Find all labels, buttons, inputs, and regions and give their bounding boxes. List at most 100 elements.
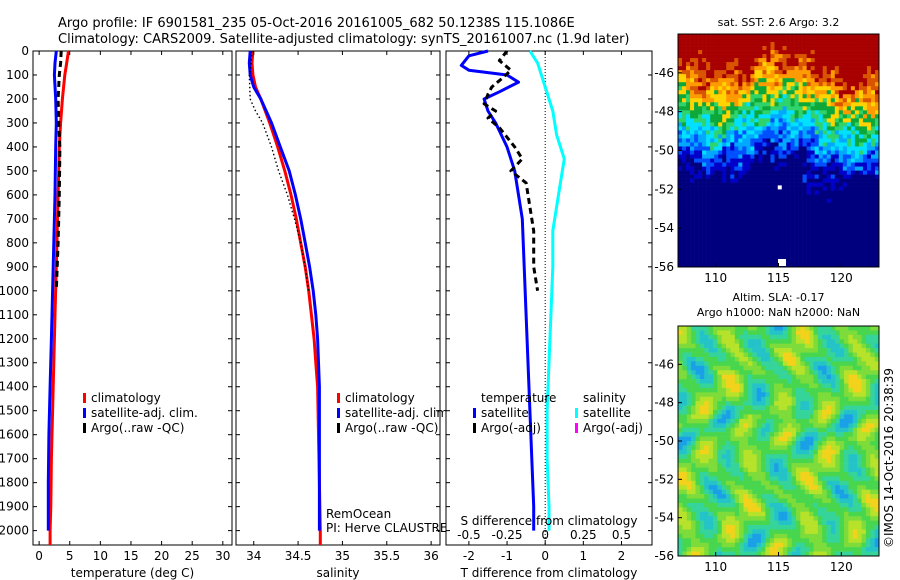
sst-cell [678, 90, 683, 95]
sst-cell [746, 230, 751, 236]
sla-cell [682, 343, 688, 349]
sst-cell [814, 182, 819, 187]
sst-cell [738, 210, 743, 216]
sst-cell [754, 118, 759, 123]
sla-cell [686, 365, 692, 371]
sst-cell [714, 70, 719, 75]
sla-cell [761, 343, 766, 349]
sst-cell [834, 214, 840, 220]
sst-cell [726, 50, 731, 55]
sla-cell [870, 427, 875, 433]
sst-cell [874, 54, 880, 59]
sst-cell [838, 258, 844, 264]
sst-cell [866, 206, 872, 212]
sst-cell [874, 230, 880, 236]
sst-cell [702, 118, 707, 123]
sla-cell [708, 494, 714, 499]
sla-cell [708, 445, 714, 451]
sst-cell [842, 134, 848, 139]
sst-cell [682, 142, 687, 147]
sst-cell [866, 54, 872, 59]
sst-cell [798, 214, 803, 220]
sla-cell [835, 463, 840, 468]
sla-cell [756, 494, 762, 499]
sst-cell [762, 186, 767, 191]
sst-cell [778, 162, 783, 167]
sla-cell [695, 379, 701, 384]
sst-cell [690, 258, 695, 264]
sst-cell [710, 110, 715, 115]
sst-cell [790, 258, 795, 264]
sst-cell [706, 238, 711, 244]
sst-cell [774, 150, 779, 155]
sst-cell [862, 114, 868, 119]
sla-cell [747, 498, 753, 504]
sst-cell [854, 78, 860, 83]
sst-cell [846, 78, 852, 83]
sla-cell [809, 476, 814, 482]
sst-cell [690, 110, 695, 115]
sla-cell [686, 339, 692, 344]
sst-cell [818, 34, 824, 39]
sst-cell [738, 34, 743, 39]
sst-cell [690, 98, 695, 103]
sla-cell [699, 449, 705, 455]
sla-cell [726, 489, 731, 495]
sst-cell [766, 250, 771, 256]
sla-cell [734, 330, 740, 336]
sst-cell [778, 110, 783, 115]
sla-cell [800, 361, 806, 367]
sla-cell [734, 458, 740, 464]
sst-cell [874, 106, 880, 111]
sst-cell [854, 54, 860, 59]
sla-cell [778, 352, 784, 358]
sla-cell [721, 423, 727, 429]
sst-cell [794, 174, 799, 179]
sst-cell [854, 82, 860, 87]
sst-cell [862, 138, 868, 143]
sst-cell [818, 86, 824, 91]
sst-cell [870, 110, 876, 115]
sst-cell [818, 186, 824, 191]
sla-cell [761, 401, 766, 406]
sst-cell [830, 98, 836, 103]
sst-cell [814, 154, 819, 159]
sst-cell [742, 58, 747, 63]
sla-cell [704, 334, 709, 340]
sst-cell [746, 102, 751, 107]
sst-cell [742, 262, 747, 268]
sst-cell [770, 134, 775, 139]
sla-cell [848, 339, 854, 344]
sst-cell [762, 202, 767, 208]
sla-cell [865, 489, 871, 495]
sst-cell [862, 234, 868, 240]
sst-cell [818, 190, 824, 195]
sst-cell [694, 254, 699, 260]
sst-cell [786, 174, 791, 179]
sst-cell [862, 194, 868, 200]
sst-cell [802, 230, 807, 236]
sla-cell [787, 392, 792, 398]
sla-cell [822, 405, 827, 411]
sla-cell [730, 423, 736, 429]
sst-cell [786, 62, 791, 67]
sst-cell [766, 102, 771, 107]
sla-cell [734, 401, 740, 406]
sla-cell [874, 387, 880, 393]
sst-cell [702, 258, 707, 264]
sst-cell [814, 250, 819, 256]
sst-cell [718, 178, 723, 183]
sla-cell [682, 432, 688, 437]
sst-cell [706, 42, 711, 47]
sst-cell [706, 54, 711, 59]
sla-cell [865, 396, 871, 402]
sst-cell [850, 150, 856, 155]
sla-cell [686, 405, 692, 411]
sst-cell [786, 198, 791, 204]
sst-cell [710, 50, 715, 55]
sst-cell [706, 142, 711, 147]
sst-cell [710, 158, 715, 163]
sst-cell [690, 82, 695, 87]
sst-cell [838, 142, 844, 147]
